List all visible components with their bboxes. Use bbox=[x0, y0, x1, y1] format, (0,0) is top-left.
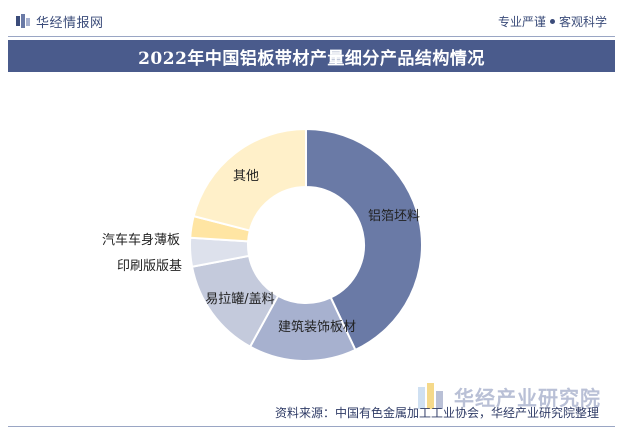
donut-slice-6 bbox=[192, 127, 307, 232]
header-divider bbox=[8, 36, 615, 37]
slice-label-5: 汽车车身薄板 bbox=[102, 232, 180, 248]
slogan-left: 专业严谨 bbox=[497, 14, 546, 29]
brand: 华经情报网 bbox=[16, 10, 104, 32]
slogan: 专业严谨 客观科学 bbox=[498, 10, 607, 32]
header-bar: 华经情报网 专业严谨 客观科学 bbox=[0, 8, 623, 34]
corner-logo-name: 华经产业研究院 bbox=[454, 385, 601, 410]
chart-plot-area: 铝箔坯料建筑装饰板材 易拉罐/盖料 印刷版版基 汽车车身薄板 其他 bbox=[8, 72, 615, 402]
slice-label-3: 易拉罐/盖料 bbox=[205, 292, 274, 307]
title-bar: 2022年中国铝板带材产量细分产品结构情况 bbox=[8, 40, 615, 72]
source-note: 资料来源：中国有色金属加工工业协会，华经产业研究院整理 bbox=[274, 406, 599, 420]
brand-name: 华经情报网 bbox=[36, 15, 104, 31]
donut-slice-1 bbox=[305, 127, 423, 352]
footer-divider bbox=[8, 426, 615, 427]
chart-title: 2022年中国铝板带材产量细分产品结构情况 bbox=[138, 48, 485, 69]
slogan-right: 客观科学 bbox=[558, 14, 607, 29]
brand-logo-icon bbox=[16, 14, 30, 28]
slogan-dot-icon bbox=[549, 18, 555, 24]
slice-label-6: 其他 bbox=[233, 169, 259, 184]
slice-label-1: 铝箔坯料 bbox=[368, 208, 420, 224]
corner-logo: 华经产业研究院 bbox=[418, 378, 601, 414]
slice-label-2: 建筑装饰板材 bbox=[278, 319, 356, 335]
slice-label-4: 印刷版版基 bbox=[117, 259, 182, 274]
corner-logo-icon bbox=[418, 383, 443, 409]
